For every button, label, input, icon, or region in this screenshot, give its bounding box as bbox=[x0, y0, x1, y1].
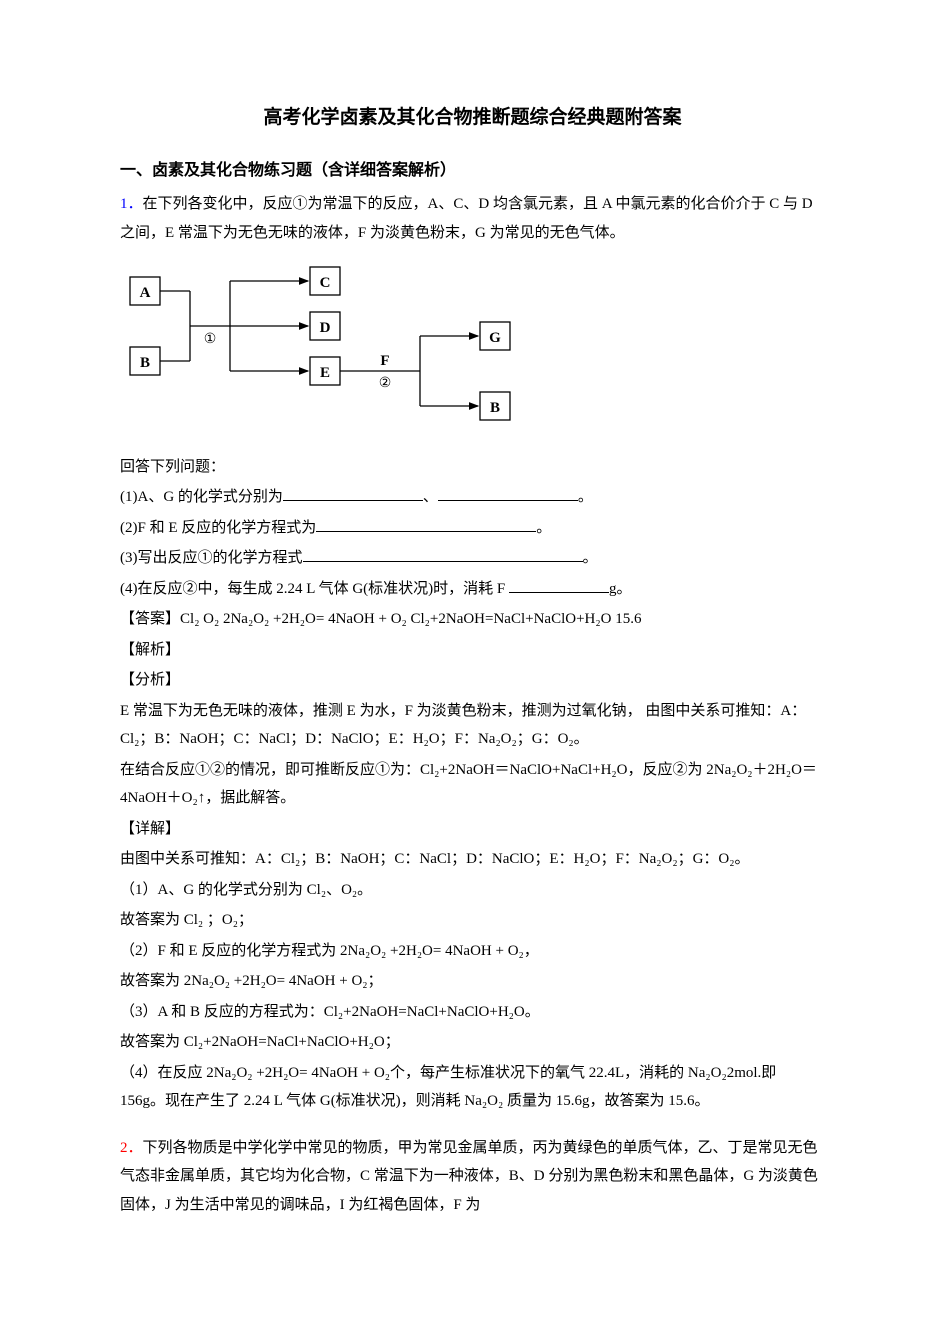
q2: 2．下列各物质是中学化学中常见的物质，甲为常见金属单质，丙为黄绿色的单质气体，乙… bbox=[120, 1134, 825, 1220]
svg-text:E: E bbox=[320, 365, 330, 381]
analysis-1: E 常温下为无色无味的液体，推测 E 为水，F 为淡黄色粉末，推测为过氧化钠， … bbox=[120, 697, 825, 754]
svg-text:G: G bbox=[489, 330, 501, 346]
q1-p3-end: 。 bbox=[583, 550, 598, 566]
svg-text:D: D bbox=[320, 320, 331, 336]
q1-p3: (3)写出反应①的化学方程式 。 bbox=[120, 544, 825, 573]
section-heading: 一、卤素及其化合物练习题（含详细答案解析） bbox=[120, 156, 825, 186]
d2-b: 故答案为 2Na₂O₂ +2H₂O= 4NaOH + O₂； bbox=[120, 967, 825, 996]
box-E: E bbox=[310, 357, 340, 385]
q1-p1-end: 。 bbox=[578, 489, 593, 505]
analysis-label: 【分析】 bbox=[120, 666, 825, 695]
d1-b: 故答案为 Cl₂ ；O₂； bbox=[120, 906, 825, 935]
box-A: A bbox=[130, 277, 160, 305]
label-F: F bbox=[380, 353, 389, 369]
label-reaction-2: ② bbox=[379, 376, 392, 391]
q1-p4-b: g。 bbox=[609, 581, 632, 597]
svg-text:B: B bbox=[140, 355, 150, 371]
blank bbox=[303, 548, 583, 563]
box-B-out: B bbox=[480, 392, 510, 420]
q1-p2: (2)F 和 E 反应的化学方程式为 。 bbox=[120, 514, 825, 543]
q1-number: 1． bbox=[120, 196, 143, 212]
analysis-2: 在结合反应①②的情况，即可推断反应①为：Cl₂+2NaOH＝NaClO+NaCl… bbox=[120, 756, 825, 813]
svg-text:B: B bbox=[490, 400, 500, 416]
blank bbox=[283, 487, 423, 502]
q1-p2-end: 。 bbox=[536, 520, 551, 536]
q1-p1: (1)A、G 的化学式分别为 、 。 bbox=[120, 483, 825, 512]
box-D: D bbox=[310, 312, 340, 340]
svg-text:C: C bbox=[320, 275, 331, 291]
blank bbox=[509, 578, 609, 593]
svg-text:A: A bbox=[140, 285, 151, 301]
box-C: C bbox=[310, 267, 340, 295]
q2-number: 2． bbox=[120, 1140, 143, 1156]
label-reaction-1: ① bbox=[204, 332, 217, 347]
q1-after-diagram: 回答下列问题： bbox=[120, 453, 825, 482]
answer-label: 【答案】 bbox=[120, 611, 180, 627]
detail-1: 由图中关系可推知：A：Cl₂；B：NaOH；C：NaCl；D：NaClO；E：H… bbox=[120, 845, 825, 874]
d3-b: 故答案为 Cl₂+2NaOH=NaCl+NaClO+H₂O； bbox=[120, 1028, 825, 1057]
q1-intro: 1．在下列各变化中，反应①为常温下的反应，A、C、D 均含氯元素，且 A 中氯元… bbox=[120, 190, 825, 247]
box-G: G bbox=[480, 322, 510, 350]
box-B-in: B bbox=[130, 347, 160, 375]
q2-text: 下列各物质是中学化学中常见的物质，甲为常见金属单质，丙为黄绿色的单质气体，乙、丁… bbox=[120, 1140, 818, 1213]
q1-p3-a: (3)写出反应①的化学方程式 bbox=[120, 550, 303, 566]
q1-intro-text: 在下列各变化中，反应①为常温下的反应，A、C、D 均含氯元素，且 A 中氯元素的… bbox=[120, 196, 813, 241]
explain-label: 【解析】 bbox=[120, 636, 825, 665]
blank bbox=[316, 517, 536, 532]
blank bbox=[438, 487, 578, 502]
answer-text: Cl₂ O₂ 2Na₂O₂ +2H₂O= 4NaOH + O₂ Cl₂+2NaO… bbox=[180, 611, 641, 627]
q1-p2-a: (2)F 和 E 反应的化学方程式为 bbox=[120, 520, 316, 536]
page: 高考化学卤素及其化合物推断题综合经典题附答案 一、卤素及其化合物练习题（含详细答… bbox=[0, 0, 945, 1281]
page-title: 高考化学卤素及其化合物推断题综合经典题附答案 bbox=[120, 100, 825, 136]
answer-line: 【答案】Cl₂ O₂ 2Na₂O₂ +2H₂O= 4NaOH + O₂ Cl₂+… bbox=[120, 605, 825, 634]
d4-a: （4）在反应 2Na₂O₂ +2H₂O= 4NaOH + O₂个，每产生标准状况… bbox=[120, 1059, 825, 1116]
d2-a: （2）F 和 E 反应的化学方程式为 2Na₂O₂ +2H₂O= 4NaOH +… bbox=[120, 937, 825, 966]
d3-a: （3）A 和 B 反应的方程式为：Cl₂+2NaOH=NaCl+NaClO+H₂… bbox=[120, 998, 825, 1027]
q1-p4: (4)在反应②中，每生成 2.24 L 气体 G(标准状况)时，消耗 F g。 bbox=[120, 575, 825, 604]
q1-p1-sep: 、 bbox=[423, 489, 438, 505]
detail-label: 【详解】 bbox=[120, 815, 825, 844]
reaction-diagram: A B C D E G B bbox=[120, 257, 825, 443]
q1-p4-a: (4)在反应②中，每生成 2.24 L 气体 G(标准状况)时，消耗 F bbox=[120, 581, 509, 597]
q1-p1-a: (1)A、G 的化学式分别为 bbox=[120, 489, 283, 505]
d1-a: （1）A、G 的化学式分别为 Cl₂、O₂。 bbox=[120, 876, 825, 905]
